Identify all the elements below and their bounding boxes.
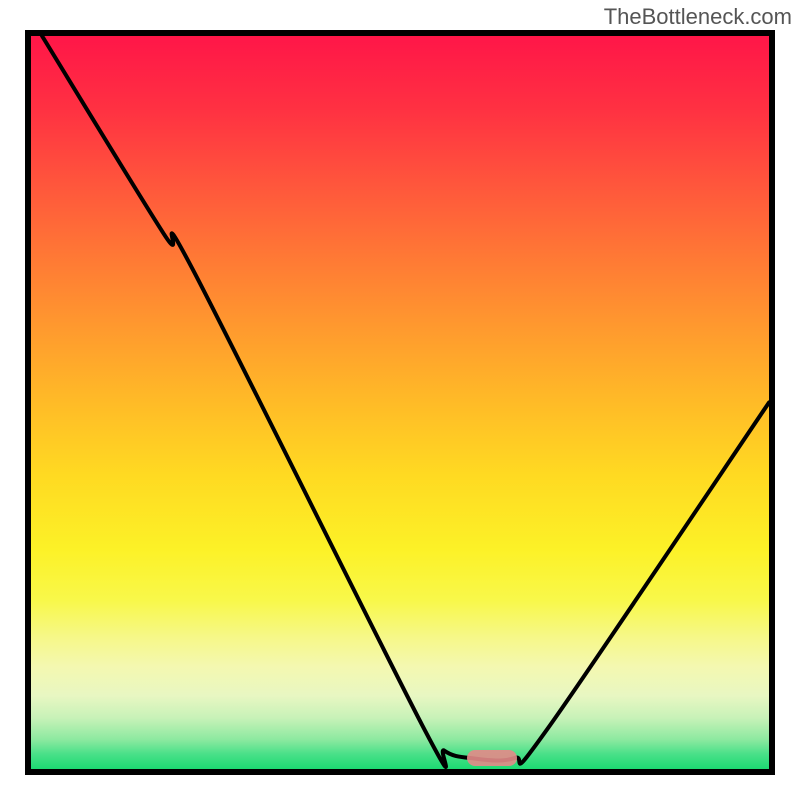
watermark-text: TheBottleneck.com — [604, 4, 792, 30]
optimal-marker — [467, 750, 517, 766]
plot-area — [25, 30, 775, 775]
bottleneck-curve — [31, 36, 769, 769]
